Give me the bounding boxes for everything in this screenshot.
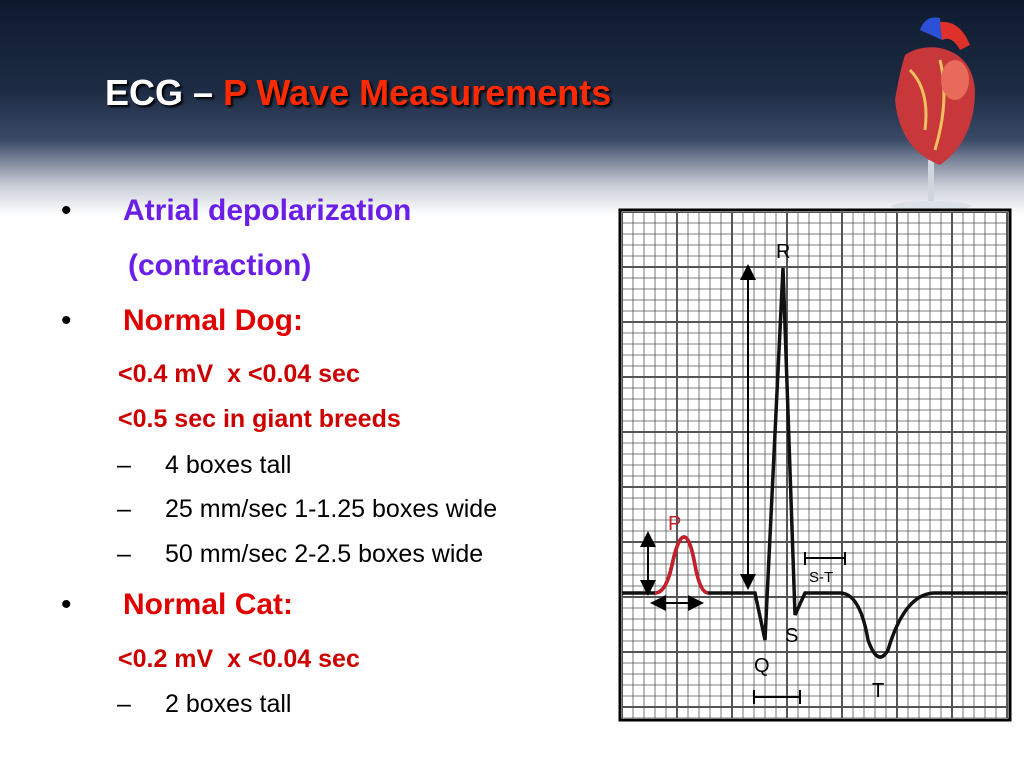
bullet-line: 2 boxes tall bbox=[117, 690, 292, 719]
bullet-line: 25 mm/sec 1-1.25 boxes wide bbox=[117, 495, 497, 524]
bullet-line: (contraction) bbox=[128, 249, 312, 282]
title-highlight: P Wave Measurements bbox=[223, 72, 612, 113]
wave-label: P bbox=[668, 513, 681, 535]
wave-label: S-T bbox=[809, 569, 833, 586]
wave-label: S bbox=[785, 625, 798, 647]
wave-label: Q bbox=[754, 655, 770, 677]
bullet-line: <0.4 mV x <0.04 sec bbox=[118, 360, 360, 388]
slide-title: ECG – P Wave Measurements bbox=[105, 72, 611, 114]
bullet-line: 4 boxes tall bbox=[117, 451, 292, 480]
wave-label: R bbox=[776, 241, 790, 263]
title-prefix: ECG – bbox=[105, 72, 214, 113]
wave-label: T bbox=[872, 680, 884, 702]
bullet-line: <0.5 sec in giant breeds bbox=[118, 405, 401, 433]
bullet-line: Normal Cat: bbox=[61, 588, 293, 622]
bullet-line: <0.2 mV x <0.04 sec bbox=[118, 645, 360, 673]
bullet-line: 50 mm/sec 2-2.5 boxes wide bbox=[117, 540, 483, 569]
heart-model bbox=[891, 17, 975, 210]
bullet-line: Atrial depolarization bbox=[61, 194, 411, 228]
bullet-line: Normal Dog: bbox=[61, 304, 303, 338]
